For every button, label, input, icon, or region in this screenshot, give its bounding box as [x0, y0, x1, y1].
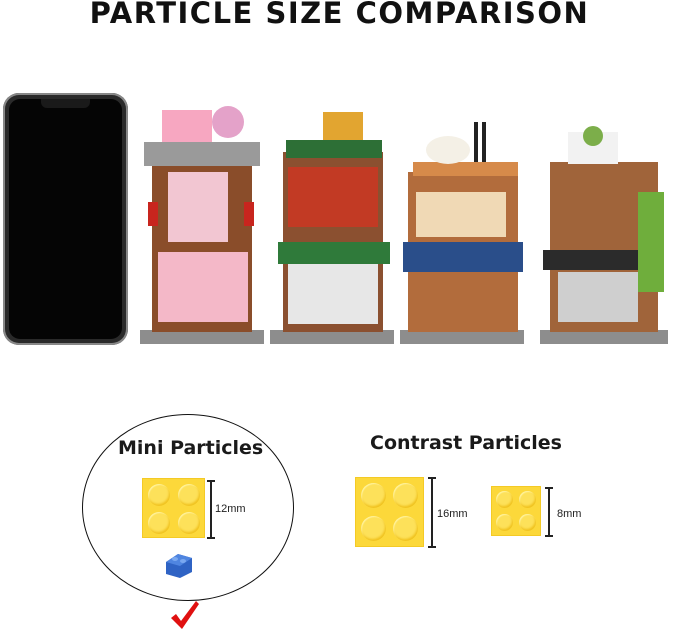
size-label-8mm: 8mm — [557, 508, 582, 520]
small-yellow-brick — [491, 486, 541, 536]
building-model-4 — [540, 126, 668, 344]
blue-brick-icon — [166, 554, 192, 578]
contrast-particles-heading: Contrast Particles — [370, 432, 562, 454]
page-title: PARTICLE SIZE COMPARISON — [89, 0, 590, 30]
mini-particles-highlight-circle — [82, 414, 294, 601]
size-label-12mm: 12mm — [215, 503, 246, 515]
building-model-2 — [270, 112, 394, 344]
size-label-16mm: 16mm — [437, 508, 468, 520]
mini-yellow-brick — [142, 478, 205, 538]
building-model-1 — [140, 106, 264, 344]
dimension-bar-16mm — [428, 477, 436, 548]
mini-building-models-image — [140, 106, 668, 344]
dimension-bar-8mm — [545, 487, 553, 537]
mini-particles-heading: Mini Particles — [118, 437, 264, 459]
dimension-bar-12mm — [207, 480, 215, 539]
building-model-3 — [400, 122, 524, 344]
smartphone-image — [3, 93, 128, 345]
large-yellow-brick — [355, 477, 424, 547]
checkmark-icon — [171, 601, 199, 629]
